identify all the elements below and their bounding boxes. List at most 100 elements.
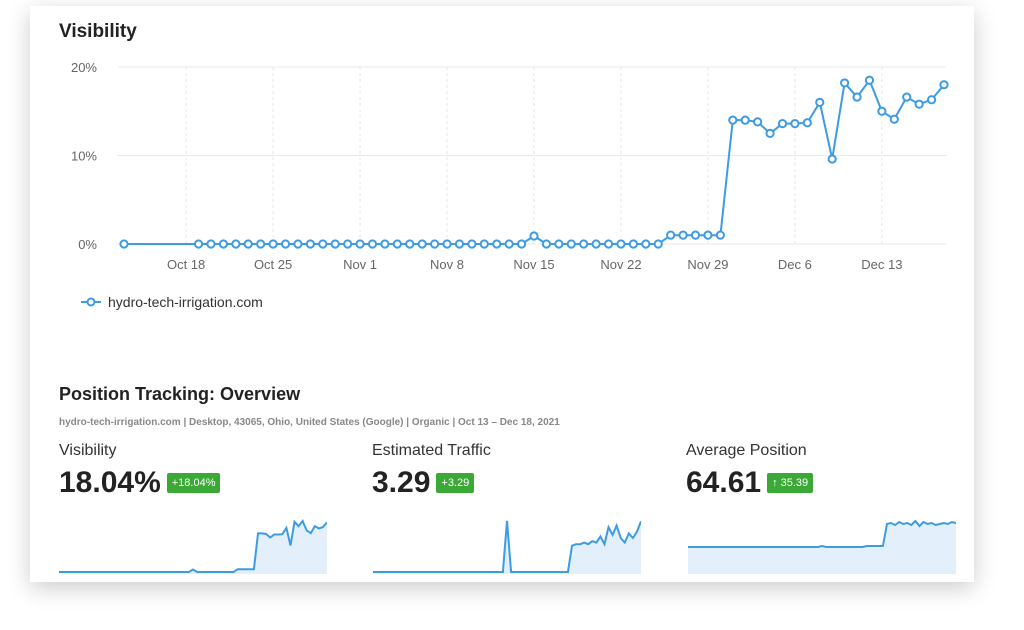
estimated-traffic-sparkline bbox=[373, 520, 641, 574]
data-point bbox=[852, 92, 862, 102]
data-point bbox=[827, 154, 837, 164]
x-tick-label: Dec 6 bbox=[778, 257, 812, 272]
data-point bbox=[504, 239, 514, 249]
data-point bbox=[467, 239, 477, 249]
data-point bbox=[753, 117, 763, 127]
data-point bbox=[355, 239, 365, 249]
data-point bbox=[529, 231, 539, 241]
data-point bbox=[554, 239, 564, 249]
data-point bbox=[256, 239, 266, 249]
change-badge: +3.29 bbox=[436, 473, 475, 493]
sparkline-line bbox=[59, 519, 327, 573]
change-badge: +18.04% bbox=[166, 473, 221, 493]
data-point bbox=[877, 106, 887, 116]
data-point bbox=[417, 239, 427, 249]
y-tick-label: 0% bbox=[78, 237, 97, 252]
data-point bbox=[193, 239, 204, 249]
data-point bbox=[864, 75, 875, 85]
visibility-line-chart: 0% 10% 20% Oct 18 Oct 25 Nov 1 Nov 8 Nov 15 Nov … bbox=[71, 60, 949, 272]
chart-title: Visibility bbox=[59, 21, 137, 42]
sparkline-line bbox=[373, 520, 641, 573]
metric-value: 64.61 bbox=[686, 466, 762, 499]
x-tick-label: Oct 18 bbox=[167, 257, 205, 272]
legend-label: hydro-tech-irrigation.com bbox=[108, 294, 263, 310]
data-point bbox=[628, 239, 638, 249]
data-point bbox=[280, 239, 291, 249]
data-point bbox=[430, 239, 440, 249]
data-point bbox=[367, 239, 378, 249]
x-tick-label: Nov 15 bbox=[513, 257, 554, 272]
x-tick-label: Nov 29 bbox=[687, 257, 728, 272]
data-point bbox=[889, 114, 899, 124]
metric-label: Visibility bbox=[59, 442, 117, 459]
x-tick-label: Dec 13 bbox=[861, 257, 902, 272]
data-point bbox=[939, 80, 949, 90]
data-point bbox=[442, 239, 452, 249]
chart-legend[interactable]: hydro-tech-irrigation.com bbox=[80, 294, 263, 310]
data-point bbox=[380, 239, 390, 249]
data-point bbox=[330, 239, 340, 249]
data-point bbox=[479, 239, 489, 249]
sparkline-area bbox=[688, 521, 956, 574]
data-point bbox=[790, 119, 800, 129]
data-point bbox=[616, 239, 626, 249]
sparkline-line bbox=[688, 519, 956, 548]
metric-value: 18.04% bbox=[59, 466, 161, 499]
data-point bbox=[641, 239, 651, 249]
y-tick-label: 20% bbox=[71, 60, 97, 75]
data-point bbox=[516, 239, 527, 249]
metric-average-position: Average Position 64.61 ↑ 35.39 bbox=[686, 442, 966, 500]
data-point bbox=[206, 239, 216, 249]
data-point bbox=[777, 119, 788, 129]
data-point bbox=[666, 230, 676, 240]
legend-line-icon bbox=[81, 297, 101, 307]
data-point bbox=[603, 239, 614, 249]
data-point bbox=[914, 99, 924, 109]
data-point bbox=[579, 239, 589, 249]
data-point bbox=[566, 239, 576, 249]
metric-label: Average Position bbox=[686, 442, 807, 459]
data-point bbox=[454, 239, 465, 249]
data-point bbox=[305, 239, 315, 249]
data-point bbox=[703, 230, 713, 240]
x-tick-label: Nov 22 bbox=[600, 257, 641, 272]
data-point bbox=[765, 128, 775, 138]
data-point bbox=[690, 230, 701, 240]
data-point bbox=[268, 239, 278, 249]
x-tick-label: Nov 8 bbox=[430, 257, 464, 272]
overview-subtitle: hydro-tech-irrigation.com | Desktop, 430… bbox=[59, 417, 560, 428]
y-tick-label: 10% bbox=[71, 149, 97, 164]
data-point bbox=[678, 230, 688, 240]
data-point bbox=[405, 239, 415, 249]
data-point bbox=[728, 115, 738, 125]
overview-title: Position Tracking: Overview bbox=[59, 384, 301, 404]
visibility-sparkline bbox=[59, 519, 327, 574]
data-point bbox=[119, 239, 129, 249]
data-point bbox=[591, 239, 601, 249]
x-tick-label: Nov 1 bbox=[343, 257, 377, 272]
data-point bbox=[231, 239, 241, 249]
data-point bbox=[840, 78, 850, 88]
data-point bbox=[926, 95, 937, 105]
average-position-sparkline bbox=[688, 519, 956, 574]
metric-value: 3.29 bbox=[372, 466, 431, 499]
data-point bbox=[392, 239, 402, 249]
data-point bbox=[293, 239, 303, 249]
metric-visibility: Visibility 18.04% +18.04% bbox=[59, 442, 339, 500]
change-badge: ↑ 35.39 bbox=[767, 473, 814, 493]
metric-label: Estimated Traffic bbox=[372, 442, 491, 459]
report-card: Visibility 0% 10% 20% Oct 18 Oct 25 Nov 1 Nov … bbox=[30, 6, 974, 582]
metric-estimated-traffic: Estimated Traffic 3.29 +3.29 bbox=[372, 442, 652, 500]
data-point bbox=[802, 118, 812, 128]
data-point bbox=[541, 239, 552, 249]
data-point bbox=[318, 239, 328, 249]
data-point bbox=[715, 230, 725, 240]
sparkline-area bbox=[373, 521, 641, 574]
data-point bbox=[740, 115, 750, 125]
data-point bbox=[243, 239, 253, 249]
data-point bbox=[815, 97, 825, 108]
data-point bbox=[653, 239, 663, 249]
data-point bbox=[343, 239, 353, 249]
data-point bbox=[902, 92, 912, 102]
x-tick-label: Oct 25 bbox=[254, 257, 292, 272]
